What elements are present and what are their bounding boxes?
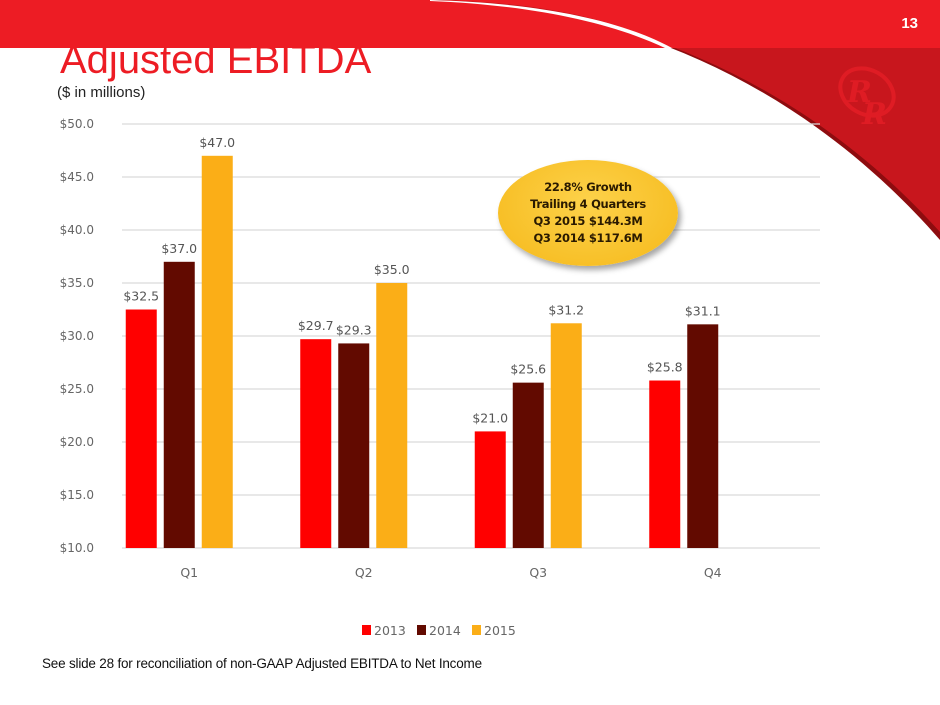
data-label: $32.5: [123, 289, 159, 304]
data-label: $21.0: [472, 410, 508, 425]
data-label: $29.3: [336, 322, 372, 337]
bar-2013-Q4: [649, 380, 681, 548]
banner-top-red: [438, 0, 940, 48]
y-tick-label: $40.0: [60, 223, 94, 237]
growth-callout: 22.8% Growth Trailing 4 Quarters Q3 2015…: [498, 160, 678, 266]
category-label: Q2: [355, 565, 373, 580]
y-tick-label: $25.0: [60, 382, 94, 396]
y-tick-label: $50.0: [60, 117, 94, 131]
bar-2015-Q3: [550, 323, 582, 548]
data-label: $37.0: [161, 241, 197, 256]
callout-line: Q3 2014 $117.6M: [533, 231, 643, 245]
rr-logo-icon: R R: [838, 66, 896, 132]
y-axis-ticks: $10.0 $15.0 $20.0 $25.0 $30.0 $35.0 $40.0 $45.0…: [60, 117, 94, 555]
legend-swatch: [417, 625, 426, 635]
bar-2014-Q4: [687, 324, 719, 548]
svg-text:R: R: [846, 75, 872, 110]
svg-text:R: R: [861, 97, 887, 132]
bar-2014-Q2: [338, 343, 370, 548]
footnote: See slide 28 for reconciliation of non-G…: [42, 656, 482, 671]
header-banner: R R: [0, 0, 940, 240]
bar-2013-Q3: [474, 431, 506, 548]
bar-2013-Q2: [300, 339, 332, 548]
banner-curve: [438, 0, 940, 232]
callout-line: Trailing 4 Quarters: [530, 197, 646, 211]
legend: 2013 2014 2015: [362, 623, 516, 638]
legend-swatch: [472, 625, 481, 635]
data-label: $29.7: [298, 318, 334, 333]
data-labels: $32.5 $37.0 $47.0 $29.7 $29.3 $35.0 $21.0 $25.6…: [123, 135, 720, 426]
category-label: Q3: [529, 565, 547, 580]
legend-label: 2015: [484, 623, 516, 638]
data-label: $25.8: [647, 360, 683, 375]
data-label: $25.6: [510, 362, 546, 377]
category-label: Q4: [704, 565, 722, 580]
bars: [125, 155, 719, 549]
category-label: Q1: [180, 565, 198, 580]
slide-number: 13: [901, 15, 918, 32]
bar-2015-Q1: [201, 155, 233, 549]
bar-2015-Q2: [376, 283, 408, 548]
data-label: $35.0: [374, 262, 410, 277]
legend-label: 2014: [429, 623, 461, 638]
callout-line: 22.8% Growth: [544, 180, 632, 194]
y-tick-label: $45.0: [60, 170, 94, 184]
page-title: Adjusted EBITDA: [60, 38, 372, 82]
data-label: $31.1: [685, 303, 721, 318]
y-tick-label: $15.0: [60, 488, 94, 502]
legend-label: 2013: [374, 623, 406, 638]
y-tick-label: $30.0: [60, 329, 94, 343]
page-subtitle: ($ in millions): [57, 84, 146, 101]
bar-2013-Q1: [125, 309, 157, 548]
bar-2014-Q1: [163, 261, 195, 548]
data-label: $47.0: [199, 135, 235, 150]
data-label: $31.2: [548, 302, 584, 317]
y-tick-label: $20.0: [60, 435, 94, 449]
callout-line: Q3 2015 $144.3M: [533, 214, 643, 228]
bar-2014-Q3: [512, 382, 544, 548]
category-labels: Q1 Q2 Q3 Q4: [180, 565, 721, 580]
legend-swatch: [362, 625, 371, 635]
y-tick-label: $35.0: [60, 276, 94, 290]
y-tick-label: $10.0: [60, 541, 94, 555]
